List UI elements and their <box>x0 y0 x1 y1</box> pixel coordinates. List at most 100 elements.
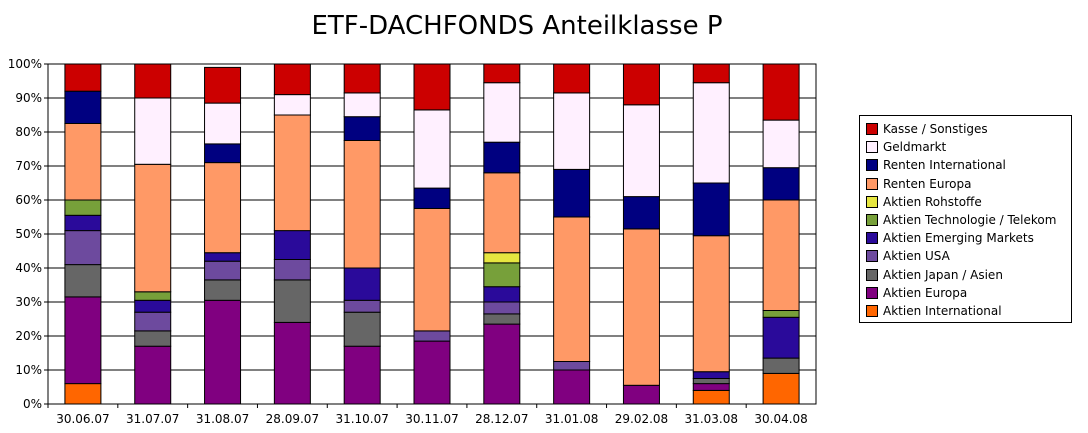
x-tick-label: 30.06.07 <box>56 412 109 426</box>
bar-segment <box>692 63 730 84</box>
x-tick-label: 28.12.07 <box>475 412 528 426</box>
x-axis-ticks: 30.06.07 31.07.07 31.08.07 28.09.07 31.10.07… <box>47 404 808 426</box>
legend-item: Aktien Europa <box>866 284 1071 302</box>
bar-segment <box>343 267 381 301</box>
bar-segment <box>273 321 311 405</box>
bar-segment <box>64 383 102 405</box>
legend-swatch <box>866 304 878 317</box>
bar-segment <box>64 296 102 385</box>
legend-label: Aktien Rohstoffe <box>883 194 982 209</box>
bar-segment <box>762 357 800 374</box>
y-tick-label: 60% <box>15 193 42 207</box>
bar-segment <box>762 63 800 121</box>
y-tick-label: 30% <box>15 295 42 309</box>
legend-swatch <box>866 286 878 299</box>
legend-swatch <box>866 268 878 281</box>
bar-segment <box>553 361 591 371</box>
bar-segment <box>483 313 521 325</box>
bar-segment <box>134 299 172 313</box>
legend-item: Renten International <box>866 156 1071 174</box>
legend-item: Aktien USA <box>866 247 1071 265</box>
bar-segment <box>134 330 172 347</box>
bar-segment <box>762 167 800 201</box>
x-tick-label: 29.02.08 <box>615 412 668 426</box>
legend-item: Aktien International <box>866 302 1071 320</box>
y-axis-ticks: 0% 10% 20% 30% 40% 50% 60% 70% 80% 90% 100% <box>8 57 48 411</box>
bar-segment <box>483 323 521 405</box>
bar-segment <box>622 63 660 106</box>
bar-segment <box>204 252 242 262</box>
bar-segment <box>343 140 381 269</box>
bar-segment <box>273 63 311 96</box>
bar-segment <box>762 199 800 311</box>
legend: Kasse / Sonstiges Geldmarkt Renten Interna… <box>859 115 1072 323</box>
legend-item: Aktien Rohstoffe <box>866 193 1071 211</box>
bar-segment <box>762 372 800 405</box>
bar-segment <box>64 264 102 298</box>
legend-label: Aktien International <box>883 303 1002 318</box>
bar-segment <box>483 172 521 254</box>
bar-segment <box>692 82 730 184</box>
legend-label: Kasse / Sonstiges <box>883 122 988 137</box>
legend-item: Aktien Japan / Asien <box>866 266 1071 284</box>
bar-segment <box>692 378 730 385</box>
legend-item: Aktien Technologie / Telekom <box>866 211 1071 229</box>
y-tick-label: 40% <box>15 261 42 275</box>
legend-item: Aktien Emerging Markets <box>866 229 1071 247</box>
bar-segment <box>762 119 800 169</box>
bar-segment <box>343 92 381 118</box>
legend-swatch <box>866 195 878 208</box>
legend-swatch <box>866 214 878 227</box>
bar-segment <box>134 291 172 301</box>
bar-segment <box>553 92 591 170</box>
bar-segment <box>553 168 591 218</box>
bar-segment <box>64 123 102 201</box>
y-tick-label: 10% <box>15 363 42 377</box>
legend-swatch <box>866 159 878 172</box>
bar-segment <box>134 311 172 332</box>
legend-item: Renten Europa <box>866 175 1071 193</box>
plot-area-border <box>47 63 817 405</box>
y-tick-label: 80% <box>15 125 42 139</box>
y-tick-label: 0% <box>23 397 42 411</box>
bar-segment <box>553 369 591 405</box>
y-tick-label: 90% <box>15 91 42 105</box>
x-tick-label: 31.07.07 <box>126 412 179 426</box>
legend-swatch <box>866 232 878 245</box>
bar-segment <box>273 94 311 116</box>
bar-segment <box>692 383 730 391</box>
x-tick-label: 31.03.08 <box>685 412 738 426</box>
legend-label: Renten Europa <box>883 176 972 191</box>
bar-segment <box>343 63 381 94</box>
bar-segment <box>64 214 102 232</box>
bar-segment <box>204 66 242 104</box>
bar-segment <box>204 299 242 405</box>
bar-segment <box>273 114 311 232</box>
legend-label: Aktien Japan / Asien <box>883 267 1003 282</box>
bar-segment <box>483 286 521 303</box>
bar-segment <box>204 162 242 254</box>
bar-segment <box>762 310 800 318</box>
legend-swatch <box>866 250 878 263</box>
bar-segment <box>413 63 451 111</box>
bar-segment <box>483 63 521 84</box>
x-tick-label: 30.11.07 <box>405 412 458 426</box>
bar-segment <box>483 301 521 315</box>
x-tick-label: 31.08.07 <box>196 412 249 426</box>
y-tick-label: 20% <box>15 329 42 343</box>
bar-segment <box>64 230 102 266</box>
legend-item: Geldmarkt <box>866 138 1071 156</box>
chart-title: ETF-DACHFONDS Anteilklasse P <box>311 11 722 41</box>
bar-segment <box>692 182 730 237</box>
y-tick-label: 100% <box>8 57 42 71</box>
bar-segment <box>483 252 521 264</box>
bar-segment <box>273 230 311 261</box>
bar-segment <box>204 260 242 281</box>
bar-segment <box>64 90 102 124</box>
bar-segment <box>483 141 521 174</box>
legend-label: Aktien Europa <box>883 285 968 300</box>
legend-label: Aktien Technologie / Telekom <box>883 213 1057 228</box>
bar-segment <box>413 187 451 210</box>
x-tick-label: 31.10.07 <box>335 412 388 426</box>
